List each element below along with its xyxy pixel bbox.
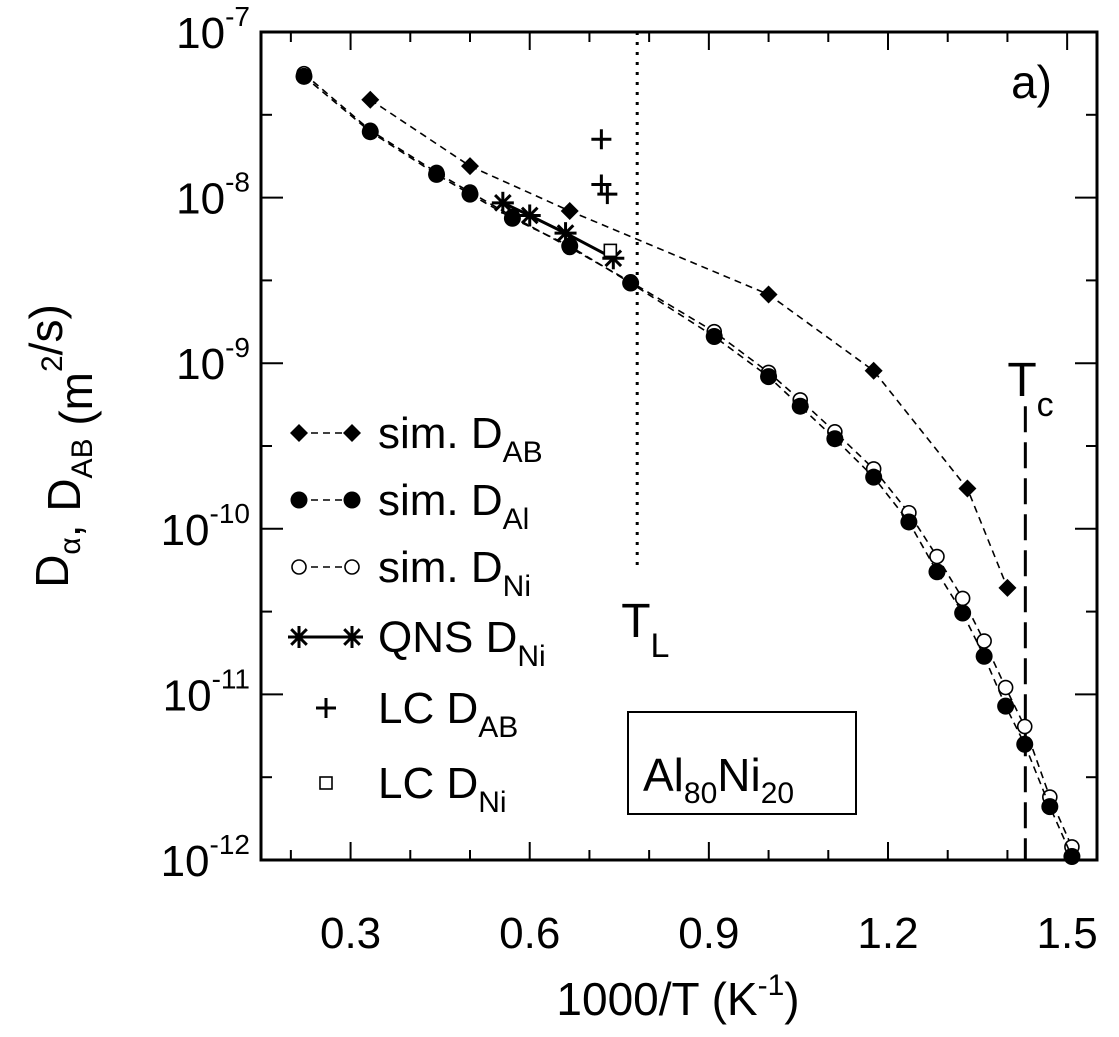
legend-marker bbox=[316, 698, 336, 718]
data-point bbox=[976, 633, 992, 649]
legend-marker bbox=[343, 424, 361, 442]
data-point bbox=[461, 157, 479, 176]
data-point bbox=[958, 479, 977, 498]
series-qnsd-ni bbox=[491, 191, 625, 270]
legend-label: sim. DAl bbox=[378, 476, 529, 536]
y-tick-label: 10-7 bbox=[176, 1, 250, 58]
data-point bbox=[760, 368, 778, 386]
y-tick-label: 10-9 bbox=[176, 332, 250, 389]
data-point bbox=[361, 123, 379, 141]
data-point bbox=[705, 327, 723, 345]
legend: sim. DAB sim. DAl sim. DNi QNS DNi LC DAB LC … bbox=[288, 409, 546, 819]
legend-label: LC DAB bbox=[378, 684, 518, 744]
marker-label-c: Tc bbox=[1007, 354, 1053, 424]
data-point bbox=[826, 430, 844, 448]
data-point bbox=[554, 222, 577, 245]
data-point bbox=[503, 209, 521, 227]
data-point bbox=[1063, 847, 1081, 865]
y-tick-label: 10-10 bbox=[161, 498, 250, 555]
x-tick-label: 0.9 bbox=[678, 909, 739, 958]
legend-label: sim. DAB bbox=[378, 409, 543, 469]
data-point bbox=[461, 185, 479, 203]
data-point bbox=[591, 129, 612, 150]
y-tick-label: 10-12 bbox=[161, 829, 250, 886]
data-point bbox=[518, 204, 541, 227]
legend-entry: LC DAB bbox=[316, 684, 518, 744]
x-tick-label: 0.6 bbox=[499, 909, 560, 958]
data-point bbox=[928, 563, 946, 581]
x-tick-label: 0.3 bbox=[320, 909, 381, 958]
legend-marker bbox=[291, 559, 307, 575]
legend-marker bbox=[319, 776, 333, 790]
legend-entry: LC DNi bbox=[319, 759, 507, 819]
alloy-label: Al80Ni20 bbox=[643, 749, 794, 810]
series-line bbox=[502, 201, 614, 260]
legend-marker bbox=[290, 424, 308, 442]
data-point bbox=[428, 165, 446, 183]
temperature-markers: TL Tc bbox=[621, 32, 1054, 860]
marker-label-L: TL bbox=[621, 595, 669, 665]
data-point bbox=[864, 361, 883, 380]
data-point bbox=[361, 90, 380, 109]
data-point bbox=[560, 202, 579, 221]
data-point bbox=[929, 548, 945, 565]
alloy-box: Al80Ni20 bbox=[627, 711, 857, 815]
legend-marker bbox=[344, 559, 360, 575]
data-point bbox=[865, 468, 883, 486]
x-axis-ticks: 0.3 0.6 0.9 1.2 1.5 bbox=[289, 32, 1098, 958]
data-point bbox=[997, 679, 1014, 696]
legend-label: LC DNi bbox=[378, 759, 507, 819]
data-point bbox=[622, 274, 640, 292]
data-point bbox=[791, 397, 809, 415]
data-point bbox=[997, 697, 1015, 715]
data-point bbox=[954, 590, 971, 607]
legend-marker bbox=[288, 626, 310, 648]
data-series bbox=[295, 65, 1081, 865]
series-lcd-ab bbox=[591, 129, 618, 205]
y-axis-label: Dα, DAB (m2/s) bbox=[20, 304, 102, 588]
legend-entry: sim. DAl bbox=[290, 476, 529, 536]
data-point bbox=[491, 191, 514, 214]
legend-marker bbox=[343, 491, 361, 509]
y-tick-label: 10-11 bbox=[163, 663, 250, 720]
data-point bbox=[1016, 718, 1033, 735]
data-point bbox=[954, 604, 972, 622]
legend-entry: sim. DAB bbox=[290, 409, 543, 469]
series-simd-al bbox=[295, 67, 1081, 865]
data-point bbox=[597, 184, 618, 205]
data-point bbox=[295, 67, 313, 85]
series-simd-ab bbox=[361, 90, 1017, 597]
data-point bbox=[975, 647, 993, 665]
y-tick-label: 10-8 bbox=[176, 167, 250, 224]
data-point bbox=[1041, 798, 1059, 816]
legend-label: QNS DNi bbox=[378, 613, 546, 673]
data-point bbox=[1016, 735, 1034, 753]
x-tick-label: 1.2 bbox=[857, 909, 918, 958]
panel-label: a) bbox=[1011, 56, 1052, 108]
legend-label: sim. DNi bbox=[378, 543, 531, 603]
data-point bbox=[998, 578, 1017, 597]
y-axis-ticks: 10-7 10-8 10-9 10-10 10-11 10-12 bbox=[161, 1, 1097, 886]
legend-marker bbox=[290, 491, 308, 509]
x-tick-label: 1.5 bbox=[1037, 909, 1098, 958]
data-point bbox=[759, 285, 778, 304]
data-point bbox=[603, 243, 618, 258]
legend-marker bbox=[341, 626, 363, 648]
legend-entry: sim. DNi bbox=[291, 543, 531, 603]
data-point bbox=[900, 513, 918, 531]
legend-entry: QNS DNi bbox=[288, 613, 546, 673]
x-axis-label: 1000/T (K-1) bbox=[556, 969, 799, 1025]
series-lcd-ni bbox=[603, 243, 618, 258]
